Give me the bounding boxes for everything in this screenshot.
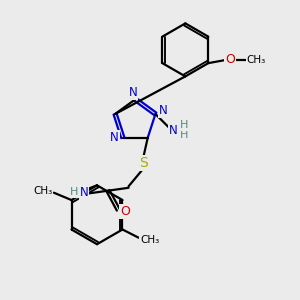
Text: S: S bbox=[139, 156, 148, 170]
Text: CH₃: CH₃ bbox=[140, 235, 160, 244]
Text: CH₃: CH₃ bbox=[247, 55, 266, 64]
Text: H: H bbox=[179, 130, 188, 140]
Text: N: N bbox=[128, 86, 137, 99]
Text: H: H bbox=[179, 120, 188, 130]
Text: N: N bbox=[80, 186, 88, 199]
Text: N: N bbox=[110, 131, 119, 144]
Text: CH₃: CH₃ bbox=[33, 186, 52, 196]
Text: O: O bbox=[120, 205, 130, 218]
Text: H: H bbox=[70, 187, 79, 197]
Text: O: O bbox=[225, 53, 235, 66]
Text: N: N bbox=[159, 104, 168, 117]
Text: N: N bbox=[169, 124, 178, 137]
